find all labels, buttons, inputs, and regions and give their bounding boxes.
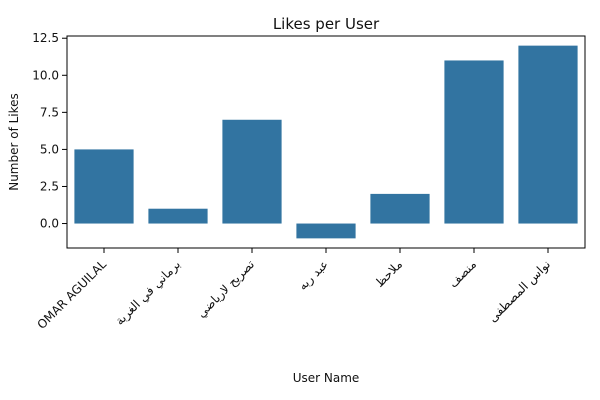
bar bbox=[444, 60, 504, 224]
bar bbox=[370, 193, 430, 224]
y-tick-label: 2.5 bbox=[40, 179, 59, 193]
bar bbox=[518, 45, 578, 224]
y-axis-title: Number of Likes bbox=[7, 93, 21, 191]
bar bbox=[296, 223, 356, 239]
y-tick-label: 0.0 bbox=[40, 217, 59, 231]
bar bbox=[74, 149, 134, 224]
x-axis-title: User Name bbox=[293, 371, 360, 385]
y-tick-label: 10.0 bbox=[32, 68, 59, 82]
y-tick-label: 7.5 bbox=[40, 105, 59, 119]
bar bbox=[148, 208, 208, 224]
y-tick-label: 12.5 bbox=[32, 31, 59, 45]
plot-frame bbox=[66, 35, 586, 249]
bar bbox=[222, 119, 282, 224]
chart-title: Likes per User bbox=[273, 15, 380, 33]
bars-group bbox=[74, 45, 578, 239]
y-axis-ticks: 0.0 2.5 5.0 7.5 10.0 12.5 bbox=[32, 31, 67, 231]
y-tick-label: 5.0 bbox=[40, 142, 59, 156]
